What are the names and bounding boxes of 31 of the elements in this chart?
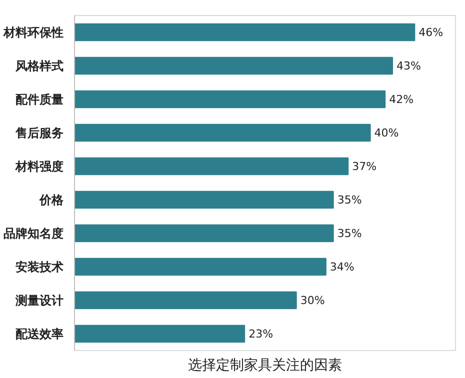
y-tick-label: 配件质量 [16,92,64,106]
y-tick-label: 测量设计 [14,293,64,308]
data-label: 37% [352,160,377,173]
bar [74,258,326,276]
bar [74,90,386,108]
bar [74,324,246,343]
y-tick-label: 配送效率 [16,326,64,341]
data-label: 23% [248,327,274,340]
data-label: 40% [374,126,399,140]
data-label: 35% [337,226,362,240]
data-label: 34% [330,260,354,274]
y-tick-label: 品牌知名度 [4,226,64,240]
y-tick-label: 安装技术 [16,260,64,274]
y-tick-label: 材料强度 [14,159,64,174]
data-label: 46% [418,26,444,39]
data-label: 35% [337,193,362,206]
y-tick-label: 风格样式 [14,58,64,73]
y-tick-label: 价格 [38,192,64,207]
bar [74,157,349,176]
bar [74,56,393,75]
bar [74,224,334,242]
y-tick-label: 售后服务 [14,126,64,140]
bar [74,291,297,310]
bar [74,124,371,142]
text: 选择定制家具关注的因素 [188,358,342,374]
bar [74,23,416,42]
data-label: 30% [300,294,325,307]
y-tick-label: 材料环保性 [2,25,64,40]
bar [74,190,334,209]
data-label: 43% [396,59,421,72]
data-label: 42% [389,92,414,106]
